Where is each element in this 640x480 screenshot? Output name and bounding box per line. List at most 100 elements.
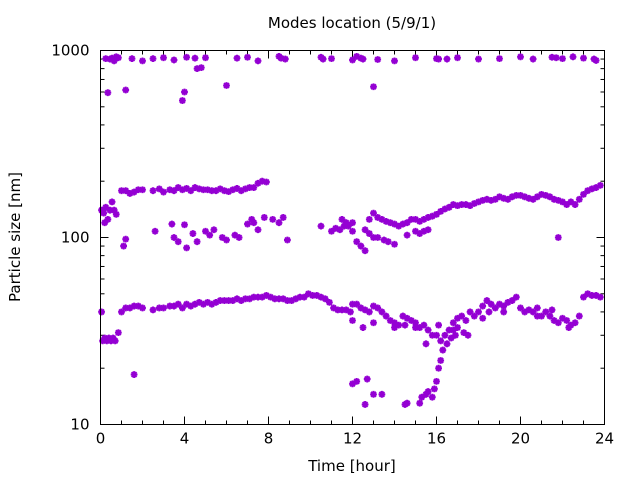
data-point [223,82,230,89]
data-point [559,314,566,322]
data-point [242,185,249,193]
data-point [416,217,424,225]
data-point [370,234,377,241]
data-point [98,308,105,316]
data-point [571,201,579,208]
data-point [183,300,190,308]
data-point [475,308,482,316]
data-point [403,219,411,227]
data-point [179,186,186,194]
data-point [361,401,369,408]
data-point [170,234,178,241]
data-point [437,337,445,345]
data-point [233,185,241,192]
data-point [229,297,237,304]
data-point [160,188,167,196]
data-point [288,297,295,304]
data-point [452,331,459,339]
data-point [483,297,491,304]
data-point [134,186,142,194]
data-point [202,227,209,235]
data-point [300,293,308,301]
data-point [200,186,207,194]
data-point [237,297,245,304]
data-point [246,184,253,191]
data-point [412,324,419,331]
x-tick-label: 20 [511,430,530,448]
data-point [313,292,321,299]
data-point [200,300,207,308]
data-point [439,346,447,354]
data-point [378,215,386,223]
data-point [114,329,122,337]
data-point [428,393,436,401]
data-point [174,300,182,308]
data-point [101,219,109,227]
data-point [517,191,524,199]
x-tick-label: 0 [96,430,106,448]
data-point [437,357,445,364]
data-point [391,240,398,248]
data-point [244,53,251,61]
data-point [357,242,365,250]
data-point [391,324,398,331]
data-point [114,54,122,62]
data-point [254,293,262,301]
data-point [235,234,243,241]
data-point [435,364,442,372]
data-point [284,236,291,244]
data-point [403,231,411,239]
data-point [370,390,377,398]
data-point [435,55,442,63]
data-point [521,193,529,201]
data-point [98,206,105,214]
data-point [181,88,188,96]
data-point [296,293,304,301]
data-point [139,186,146,194]
data-point [466,308,474,316]
data-point [416,324,424,331]
data-point [374,56,382,63]
data-point [445,326,453,334]
data-point [420,227,428,235]
data-point [521,308,529,316]
data-point [103,337,111,345]
data-point [462,201,470,208]
data-point [284,297,291,304]
data-point [538,312,545,320]
data-point [231,231,239,239]
data-point [412,54,419,62]
data-point [435,321,442,329]
data-point [592,184,600,191]
data-point [193,65,201,73]
y-tick-label: 10 [70,416,89,434]
data-point [470,312,478,320]
data-point [353,238,361,246]
data-point [221,297,228,304]
data-point [250,293,258,301]
data-point [365,215,373,223]
data-point [279,214,287,221]
data-point [550,195,558,203]
data-point [517,304,524,312]
data-point [292,295,300,303]
data-point [223,236,230,244]
data-point [191,184,199,191]
data-point [155,185,163,193]
data-point [233,295,241,303]
data-point [466,202,474,210]
data-point [349,317,356,324]
data-point [533,312,541,320]
data-point [170,187,178,195]
data-point [139,304,146,312]
data-point [378,390,386,398]
data-point [122,86,130,94]
data-point [342,219,350,227]
data-point [110,206,118,214]
data-point [111,337,119,345]
data-point [559,55,566,63]
data-point [334,306,342,314]
data-point [338,215,346,223]
data-point [258,177,266,185]
